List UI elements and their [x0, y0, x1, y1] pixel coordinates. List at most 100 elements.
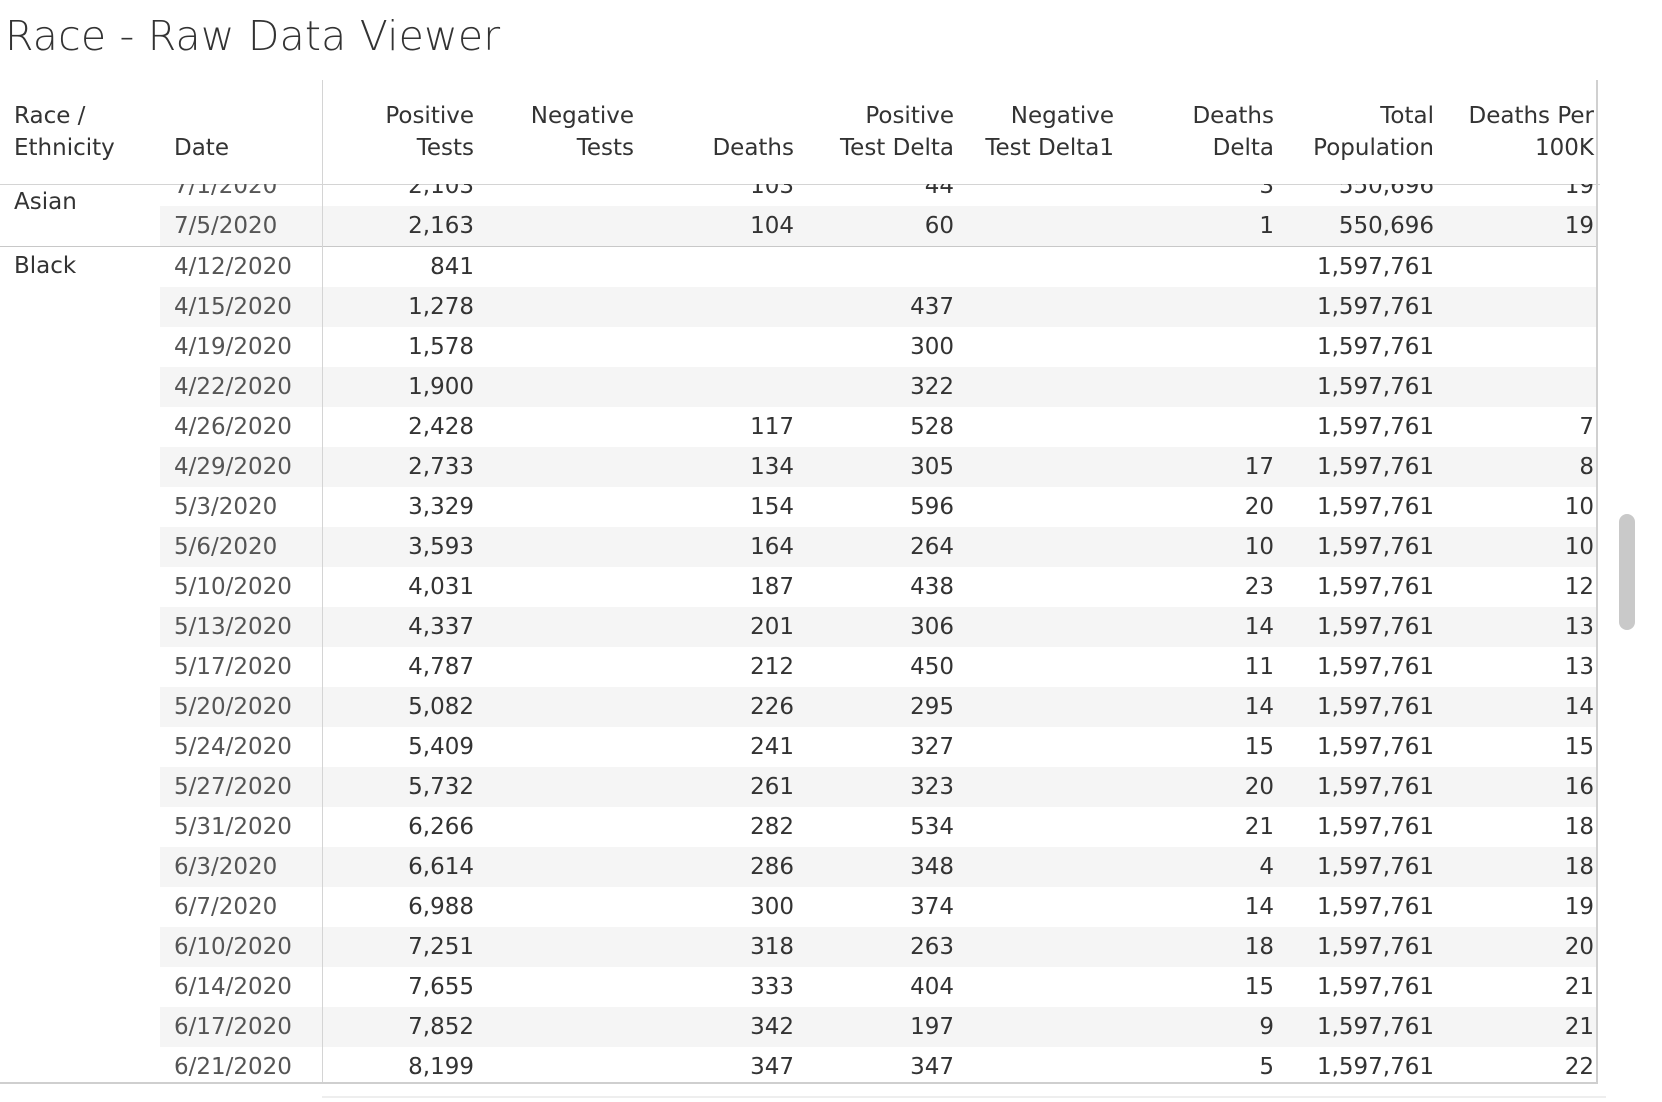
- cell-deaths[interactable]: 347: [750, 1054, 794, 1080]
- cell-deaths-per-100k[interactable]: 15: [1564, 734, 1594, 760]
- cell-date[interactable]: 5/27/2020: [174, 774, 292, 800]
- cell-deaths-per-100k[interactable]: [1394, 327, 1594, 367]
- table-row[interactable]: 5/17/2020 4,787 212 450 11 1,597,761 13: [0, 647, 1598, 687]
- cell-deaths[interactable]: 187: [750, 574, 794, 600]
- cell-total-population[interactable]: 1,597,761: [1316, 1014, 1434, 1040]
- cell-positive-tests[interactable]: 2,163: [408, 213, 474, 239]
- group-label-asian[interactable]: Asian: [14, 189, 77, 215]
- cell-date[interactable]: 4/26/2020: [174, 414, 292, 440]
- cell-deaths-delta[interactable]: 11: [1244, 654, 1274, 680]
- cell-total-population[interactable]: 1,597,761: [1316, 654, 1434, 680]
- cell-positive-tests[interactable]: 5,082: [408, 694, 474, 720]
- cell-deaths-per-100k[interactable]: 21: [1564, 1014, 1594, 1040]
- cell-deaths[interactable]: 201: [750, 614, 794, 640]
- cell-positive-test-delta[interactable]: 438: [910, 574, 954, 600]
- cell-deaths[interactable]: 333: [750, 974, 794, 1000]
- data-table[interactable]: Race / Ethnicity Date Positive Tests Negati…: [0, 80, 1662, 1102]
- cell-positive-test-delta[interactable]: 263: [910, 934, 954, 960]
- cell-date[interactable]: 6/21/2020: [174, 1054, 292, 1080]
- cell-deaths[interactable]: 286: [750, 854, 794, 880]
- cell-deaths[interactable]: 134: [750, 454, 794, 480]
- cell-deaths-per-100k[interactable]: 16: [1564, 774, 1594, 800]
- cell-total-population[interactable]: 1,597,761: [1316, 574, 1434, 600]
- cell-deaths[interactable]: 117: [750, 414, 794, 440]
- table-row[interactable]: 4/19/2020 1,578 300 1,597,761: [0, 327, 1598, 367]
- table-row[interactable]: 4/15/2020 1,278 437 1,597,761: [0, 287, 1598, 327]
- cell-deaths[interactable]: 241: [750, 734, 794, 760]
- cell-deaths-per-100k[interactable]: 12: [1564, 574, 1594, 600]
- cell-total-population[interactable]: 1,597,761: [1316, 414, 1434, 440]
- cell-deaths-per-100k[interactable]: 20: [1564, 934, 1594, 960]
- cell-deaths-delta[interactable]: 14: [1244, 614, 1274, 640]
- cell-date[interactable]: 5/17/2020: [174, 654, 292, 680]
- cell-positive-tests[interactable]: 2,428: [408, 414, 474, 440]
- cell-positive-test-delta[interactable]: 323: [910, 774, 954, 800]
- cell-deaths-per-100k[interactable]: 18: [1564, 814, 1594, 840]
- cell-deaths-per-100k[interactable]: 19: [1564, 894, 1594, 920]
- cell-deaths[interactable]: 342: [750, 1014, 794, 1040]
- cell-deaths-delta[interactable]: 5: [1259, 1054, 1274, 1080]
- cell-positive-test-delta[interactable]: 347: [910, 1054, 954, 1080]
- cell-deaths-per-100k[interactable]: 8: [1579, 454, 1594, 480]
- cell-positive-test-delta[interactable]: 295: [910, 694, 954, 720]
- column-header-deaths-delta[interactable]: Deaths Delta: [1192, 103, 1274, 161]
- cell-deaths-per-100k[interactable]: 21: [1564, 974, 1594, 1000]
- cell-date[interactable]: 6/14/2020: [174, 974, 292, 1000]
- cell-deaths-delta[interactable]: 20: [1244, 774, 1274, 800]
- cell-total-population[interactable]: 1,597,761: [1316, 934, 1434, 960]
- cell-total-population[interactable]: 1,597,761: [1316, 494, 1434, 520]
- cell-positive-test-delta[interactable]: 322: [910, 374, 954, 400]
- cell-positive-test-delta[interactable]: 404: [910, 974, 954, 1000]
- cell-positive-test-delta[interactable]: 60: [924, 213, 954, 239]
- cell-date[interactable]: 4/29/2020: [174, 454, 292, 480]
- cell-deaths[interactable]: 226: [750, 694, 794, 720]
- cell-total-population[interactable]: 1,597,761: [1316, 774, 1434, 800]
- table-row[interactable]: 5/27/2020 5,732 261 323 20 1,597,761 16: [0, 767, 1598, 807]
- table-row[interactable]: 5/20/2020 5,082 226 295 14 1,597,761 14: [0, 687, 1598, 727]
- cell-positive-test-delta[interactable]: 374: [910, 894, 954, 920]
- cell-total-population[interactable]: 1,597,761: [1316, 734, 1434, 760]
- cell-positive-tests[interactable]: 4,337: [408, 614, 474, 640]
- cell-date[interactable]: 6/10/2020: [174, 934, 292, 960]
- cell-positive-test-delta[interactable]: 327: [910, 734, 954, 760]
- cell-deaths-delta[interactable]: 15: [1244, 734, 1274, 760]
- cell-positive-tests[interactable]: 1,578: [408, 334, 474, 360]
- cell-positive-tests[interactable]: 1,278: [408, 294, 474, 320]
- cell-positive-tests[interactable]: 4,031: [408, 574, 474, 600]
- cell-date[interactable]: 7/1/2020: [174, 184, 278, 199]
- cell-deaths[interactable]: 104: [750, 213, 794, 239]
- cell-positive-tests[interactable]: 6,988: [408, 894, 474, 920]
- cell-total-population[interactable]: 1,597,761: [1316, 374, 1434, 400]
- cell-positive-test-delta[interactable]: 264: [910, 534, 954, 560]
- column-header-negative-tests[interactable]: Negative Tests: [530, 103, 634, 161]
- cell-date[interactable]: 4/19/2020: [174, 334, 292, 360]
- cell-deaths[interactable]: 261: [750, 774, 794, 800]
- cell-total-population[interactable]: 1,597,761: [1316, 694, 1434, 720]
- cell-positive-tests[interactable]: 5,409: [408, 734, 474, 760]
- table-row[interactable]: 6/10/2020 7,251 318 263 18 1,597,761 20: [0, 927, 1598, 967]
- table-row[interactable]: 5/31/2020 6,266 282 534 21 1,597,761 18: [0, 807, 1598, 847]
- cell-positive-tests[interactable]: 7,655: [408, 974, 474, 1000]
- cell-positive-test-delta[interactable]: 197: [910, 1014, 954, 1040]
- cell-positive-test-delta[interactable]: 306: [910, 614, 954, 640]
- cell-total-population[interactable]: 550,696: [1338, 213, 1434, 239]
- cell-deaths-per-100k[interactable]: 19: [1564, 213, 1594, 239]
- cell-total-population[interactable]: 1,597,761: [1316, 894, 1434, 920]
- cell-total-population[interactable]: 1,597,761: [1316, 814, 1434, 840]
- table-row[interactable]: 7/5/2020 2,163 104 60 1 550,696 19: [0, 206, 1598, 246]
- table-row[interactable]: 4/26/2020 2,428 117 528 1,597,761 7: [0, 407, 1598, 447]
- cell-date[interactable]: 5/20/2020: [174, 694, 292, 720]
- cell-positive-test-delta[interactable]: 450: [910, 654, 954, 680]
- cell-positive-tests[interactable]: 3,329: [408, 494, 474, 520]
- vertical-scrollbar-thumb[interactable]: [1619, 514, 1635, 630]
- cell-deaths-delta[interactable]: 18: [1244, 934, 1274, 960]
- cell-date[interactable]: 4/12/2020: [174, 254, 292, 280]
- cell-deaths-delta[interactable]: 15: [1244, 974, 1274, 1000]
- cell-deaths[interactable]: 103: [750, 184, 794, 199]
- table-body[interactable]: 7/1/2020 2,103 103 44 3 550,696 19 7/5/2020 2,16…: [0, 184, 1598, 1082]
- cell-positive-tests[interactable]: 6,614: [408, 854, 474, 880]
- cell-deaths-per-100k[interactable]: [1394, 367, 1594, 407]
- cell-total-population[interactable]: 1,597,761: [1316, 534, 1434, 560]
- cell-positive-tests[interactable]: 6,266: [408, 814, 474, 840]
- cell-deaths[interactable]: 212: [750, 654, 794, 680]
